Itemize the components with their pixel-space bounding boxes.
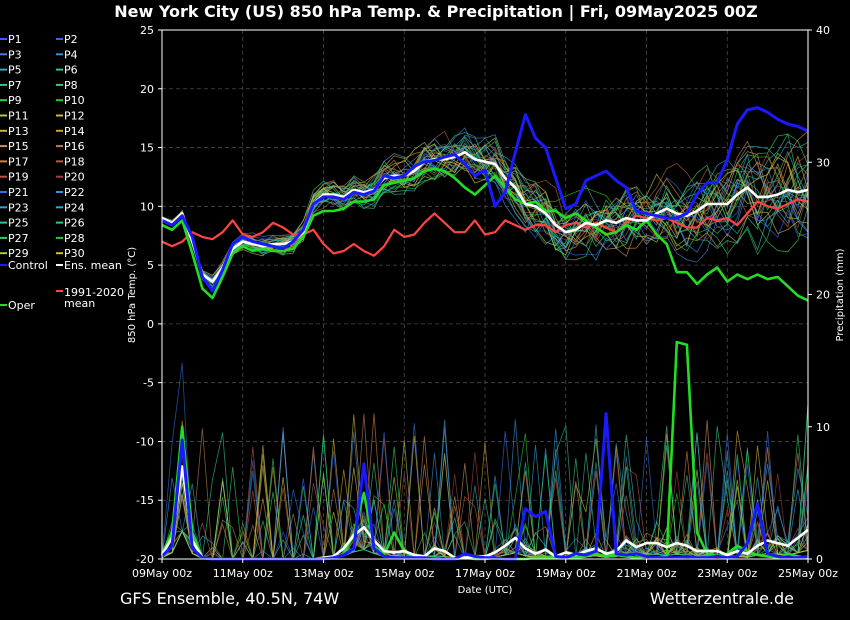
y-tick-label: 15	[140, 142, 154, 155]
y-tick-label: 10	[140, 200, 154, 213]
legend-label: P2	[64, 33, 78, 46]
legend-label: P11	[8, 110, 29, 123]
member-temp-line	[161, 143, 809, 285]
y-tick-label: 5	[147, 259, 154, 272]
legend-label: P21	[8, 186, 29, 199]
y2-tick-label: 20	[816, 289, 830, 302]
x-tick-label: 11May 00z	[213, 567, 273, 580]
y-tick-label: -20	[136, 553, 154, 566]
legend-label: P19	[8, 171, 29, 184]
x-axis-label: Date (UTC)	[458, 585, 513, 596]
legend-label: P20	[64, 171, 85, 184]
legend-label: P1	[8, 33, 22, 46]
legend-label: P25	[8, 217, 29, 230]
legend-label: P4	[64, 48, 78, 61]
y-axis-label: 850 hPa Temp. (°C)	[127, 247, 138, 343]
chart-title: New York City (US) 850 hPa Temp. & Preci…	[114, 2, 758, 22]
y-tick-label: 20	[140, 83, 154, 96]
legend-label: Oper	[8, 299, 35, 312]
oper-temp-line	[161, 167, 809, 302]
y2-axis-label: Precipitation (mm)	[835, 248, 846, 341]
legend-label: P23	[8, 201, 29, 214]
legend-label: P15	[8, 140, 29, 153]
grid	[161, 29, 809, 560]
y2-axis-ticks: 40 30 20 10 0	[808, 24, 830, 566]
legend-label: P14	[64, 125, 85, 138]
1991-2020-mean-temp-line	[161, 198, 809, 257]
x-tick-label: 23May 00z	[697, 567, 757, 580]
legend-label: P28	[64, 232, 85, 245]
legend-label: P3	[8, 48, 22, 61]
x-tick-label: 19May 00z	[536, 567, 596, 580]
legend-label: P7	[8, 79, 22, 92]
y-tick-label: 0	[147, 318, 154, 331]
legend-label: P16	[64, 140, 85, 153]
legend-label: P8	[64, 79, 78, 92]
legend: P1 P2 P3 P4 P5 P6 P7 P8 P9 P10 P11 P12 P13 P14 P15 P16 P…	[0, 33, 124, 312]
source-label: GFS Ensemble, 40.5N, 74W	[120, 589, 339, 608]
y-tick-label: -15	[136, 494, 154, 507]
control-temp-line	[161, 106, 809, 293]
legend-label: P12	[64, 110, 85, 123]
x-tick-label: 13May 00z	[293, 567, 353, 580]
legend-label: P13	[8, 125, 29, 138]
legend-label: P18	[64, 155, 85, 168]
legend-label: P26	[64, 217, 85, 230]
y2-tick-label: 0	[816, 553, 823, 566]
x-tick-label: 17May 00z	[455, 567, 515, 580]
member-temp-line	[161, 152, 809, 276]
member-temp-line	[161, 146, 809, 280]
site-credit: Wetterzentrale.de	[650, 589, 794, 608]
legend-label: P10	[64, 94, 85, 107]
x-tick-label: 15May 00z	[374, 567, 434, 580]
legend-label: P27	[8, 232, 29, 245]
legend-label: P9	[8, 94, 22, 107]
x-tick-label: 21May 00z	[616, 567, 676, 580]
y2-tick-label: 40	[816, 24, 830, 37]
legend-label: P22	[64, 186, 85, 199]
y2-tick-label: 10	[816, 421, 830, 434]
legend-label: P6	[64, 64, 78, 77]
legend-label: P29	[8, 247, 29, 260]
y-tick-label: 25	[140, 24, 154, 37]
legend-label: P5	[8, 64, 22, 77]
member-temp-line	[161, 127, 809, 280]
legend-label: 1991-2020 mean	[64, 286, 124, 310]
x-tick-label: 25May 00z	[778, 567, 838, 580]
legend-label: P24	[64, 201, 85, 214]
legend-label: Ens. mean	[64, 259, 122, 272]
x-tick-label: 09May 00z	[132, 567, 192, 580]
member-temp-line	[161, 146, 809, 284]
x-axis-ticks: 09May 00z 11May 00z 13May 00z 15May 00z 17Ma…	[132, 559, 838, 580]
y-tick-label: -5	[143, 377, 154, 390]
y-axis-ticks: 25 20 15 10 5 0 -5 -10 -15 -20	[136, 24, 162, 566]
y-tick-label: -10	[136, 435, 154, 448]
legend-label: P30	[64, 247, 85, 260]
legend-label: Control	[8, 259, 48, 272]
legend-label: P17	[8, 155, 29, 168]
y2-tick-label: 30	[816, 156, 830, 169]
